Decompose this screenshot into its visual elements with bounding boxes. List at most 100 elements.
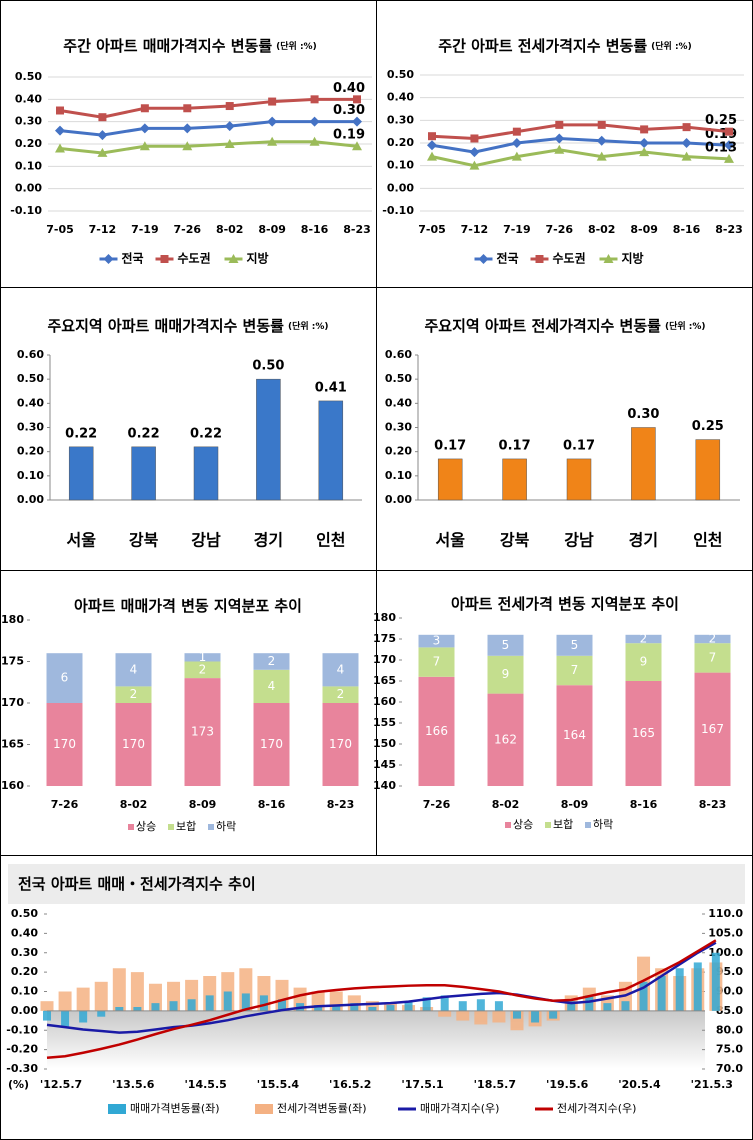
marker	[554, 144, 565, 154]
y-tick-label: 0.50	[15, 70, 42, 83]
bar-segment	[184, 678, 221, 786]
legend-marker	[160, 255, 169, 263]
x-tick-label: 8-02	[588, 223, 616, 236]
marker	[224, 121, 235, 132]
x-tick-label: '13.5.6	[112, 1078, 155, 1091]
line	[431, 148, 730, 168]
y-tick-label: 0.10	[387, 159, 414, 172]
marker	[56, 106, 64, 115]
marker	[224, 139, 235, 148]
legend-label: 보합	[553, 818, 573, 831]
x-tick-label: '15.5.4	[257, 1078, 300, 1091]
bar	[513, 1010, 521, 1019]
marker	[554, 133, 565, 144]
marker	[724, 140, 734, 151]
marker	[681, 138, 692, 148]
x-tick-label: 8-23	[343, 223, 371, 236]
segment-label: 164	[563, 728, 586, 742]
marker	[470, 134, 479, 143]
x-tick-label: 7-12	[461, 223, 489, 236]
segment-label: 2	[199, 662, 207, 676]
y-tick-label: 0.10	[11, 985, 38, 998]
bar	[695, 439, 721, 501]
segment-label: 7	[433, 655, 441, 669]
line	[59, 97, 357, 119]
marker	[352, 141, 362, 151]
legend-swatch	[108, 1104, 126, 1114]
x-tick-label: '19.5.6	[546, 1078, 589, 1091]
bar-segment	[322, 686, 359, 703]
marker	[469, 147, 480, 158]
legend-swatch	[505, 822, 511, 828]
chart-title: 주요지역 아파트 매매가격지수 변동률 (단위 :%)	[47, 317, 328, 335]
line	[59, 140, 358, 155]
bar	[256, 378, 281, 501]
legend-swatch	[168, 824, 174, 830]
bar-segment	[694, 672, 731, 786]
x-tick-label: 강남	[564, 531, 594, 550]
x-tick-label: '20.5.4	[618, 1078, 661, 1091]
y-tick-label: 0.10	[17, 469, 44, 482]
y-tick-label: 140	[373, 779, 396, 792]
x-tick-label: 8-02	[492, 798, 520, 811]
title-text: 주간 아파트 전세가격지수 변동률	[438, 37, 647, 55]
bar	[94, 981, 108, 1011]
y-tick-label: 0.30	[17, 421, 44, 434]
bar-segment	[46, 653, 83, 703]
y-tick-label: 0.10	[15, 159, 42, 172]
y-tick-label: 180	[1, 613, 24, 626]
legend-label: 상승	[513, 818, 533, 831]
legend-label: 하락	[593, 817, 613, 831]
marker	[597, 120, 606, 129]
bar-segment	[253, 669, 290, 703]
bar	[693, 962, 702, 1011]
segment-label: 170	[122, 737, 145, 751]
bar	[169, 1001, 178, 1011]
title-text: 아파트 전세가격 변동 지역분포 추이	[451, 595, 679, 613]
marker	[309, 116, 320, 127]
bar	[61, 1010, 70, 1027]
x-tick-label: 7-05	[418, 223, 446, 236]
y-tick-label: -0.20	[6, 1043, 38, 1056]
segment-label: 2	[130, 687, 138, 701]
x-tick-label: 8-02	[120, 798, 148, 811]
x-tick-label: '17.5.1	[401, 1078, 443, 1091]
y-tick-label: 0.00	[17, 493, 44, 506]
legend-label: 지방	[622, 251, 644, 266]
bar-segment	[322, 703, 359, 786]
x-tick-label: 경기	[254, 531, 283, 550]
bar	[639, 981, 648, 1011]
x-tick-label: 8-02	[216, 223, 244, 236]
y-tick-label: 0.20	[15, 137, 42, 150]
chart-title: 주요지역 아파트 전세가격지수 변동률 (단위 :%)	[424, 317, 705, 335]
bar	[621, 1001, 630, 1011]
bar-segment	[625, 643, 662, 681]
bar-segment	[322, 653, 359, 687]
y-tick-label: 0.60	[17, 348, 44, 361]
x-tick-label: 강북	[500, 531, 530, 550]
y-tick-label: 0.20	[387, 136, 414, 149]
bar	[205, 995, 214, 1011]
title-text: 전국 아파트 매매・전세가격지수 추이	[18, 875, 256, 893]
unit-note: (단위 :%)	[651, 40, 692, 52]
marker	[98, 113, 107, 122]
data-label: 0.19	[333, 128, 365, 143]
y-tick-label: 80.0	[716, 1023, 743, 1036]
segment-label: 2	[709, 632, 717, 646]
data-label: 0.22	[128, 426, 160, 441]
y-tick-label: 75.0	[716, 1043, 743, 1056]
bar	[187, 999, 196, 1011]
bar	[365, 1001, 379, 1011]
segment-label: 5	[571, 638, 579, 652]
y-tick-label: 0.40	[17, 396, 44, 409]
legend-swatch	[208, 824, 214, 830]
y-tick-label: -0.10	[10, 204, 42, 217]
x-tick-label: '18.5.7	[474, 1078, 516, 1091]
marker	[55, 143, 65, 153]
bar	[422, 997, 431, 1011]
segment-label: 5	[502, 638, 510, 652]
marker	[309, 136, 320, 146]
line	[46, 939, 717, 1060]
bar-segment	[556, 655, 593, 686]
